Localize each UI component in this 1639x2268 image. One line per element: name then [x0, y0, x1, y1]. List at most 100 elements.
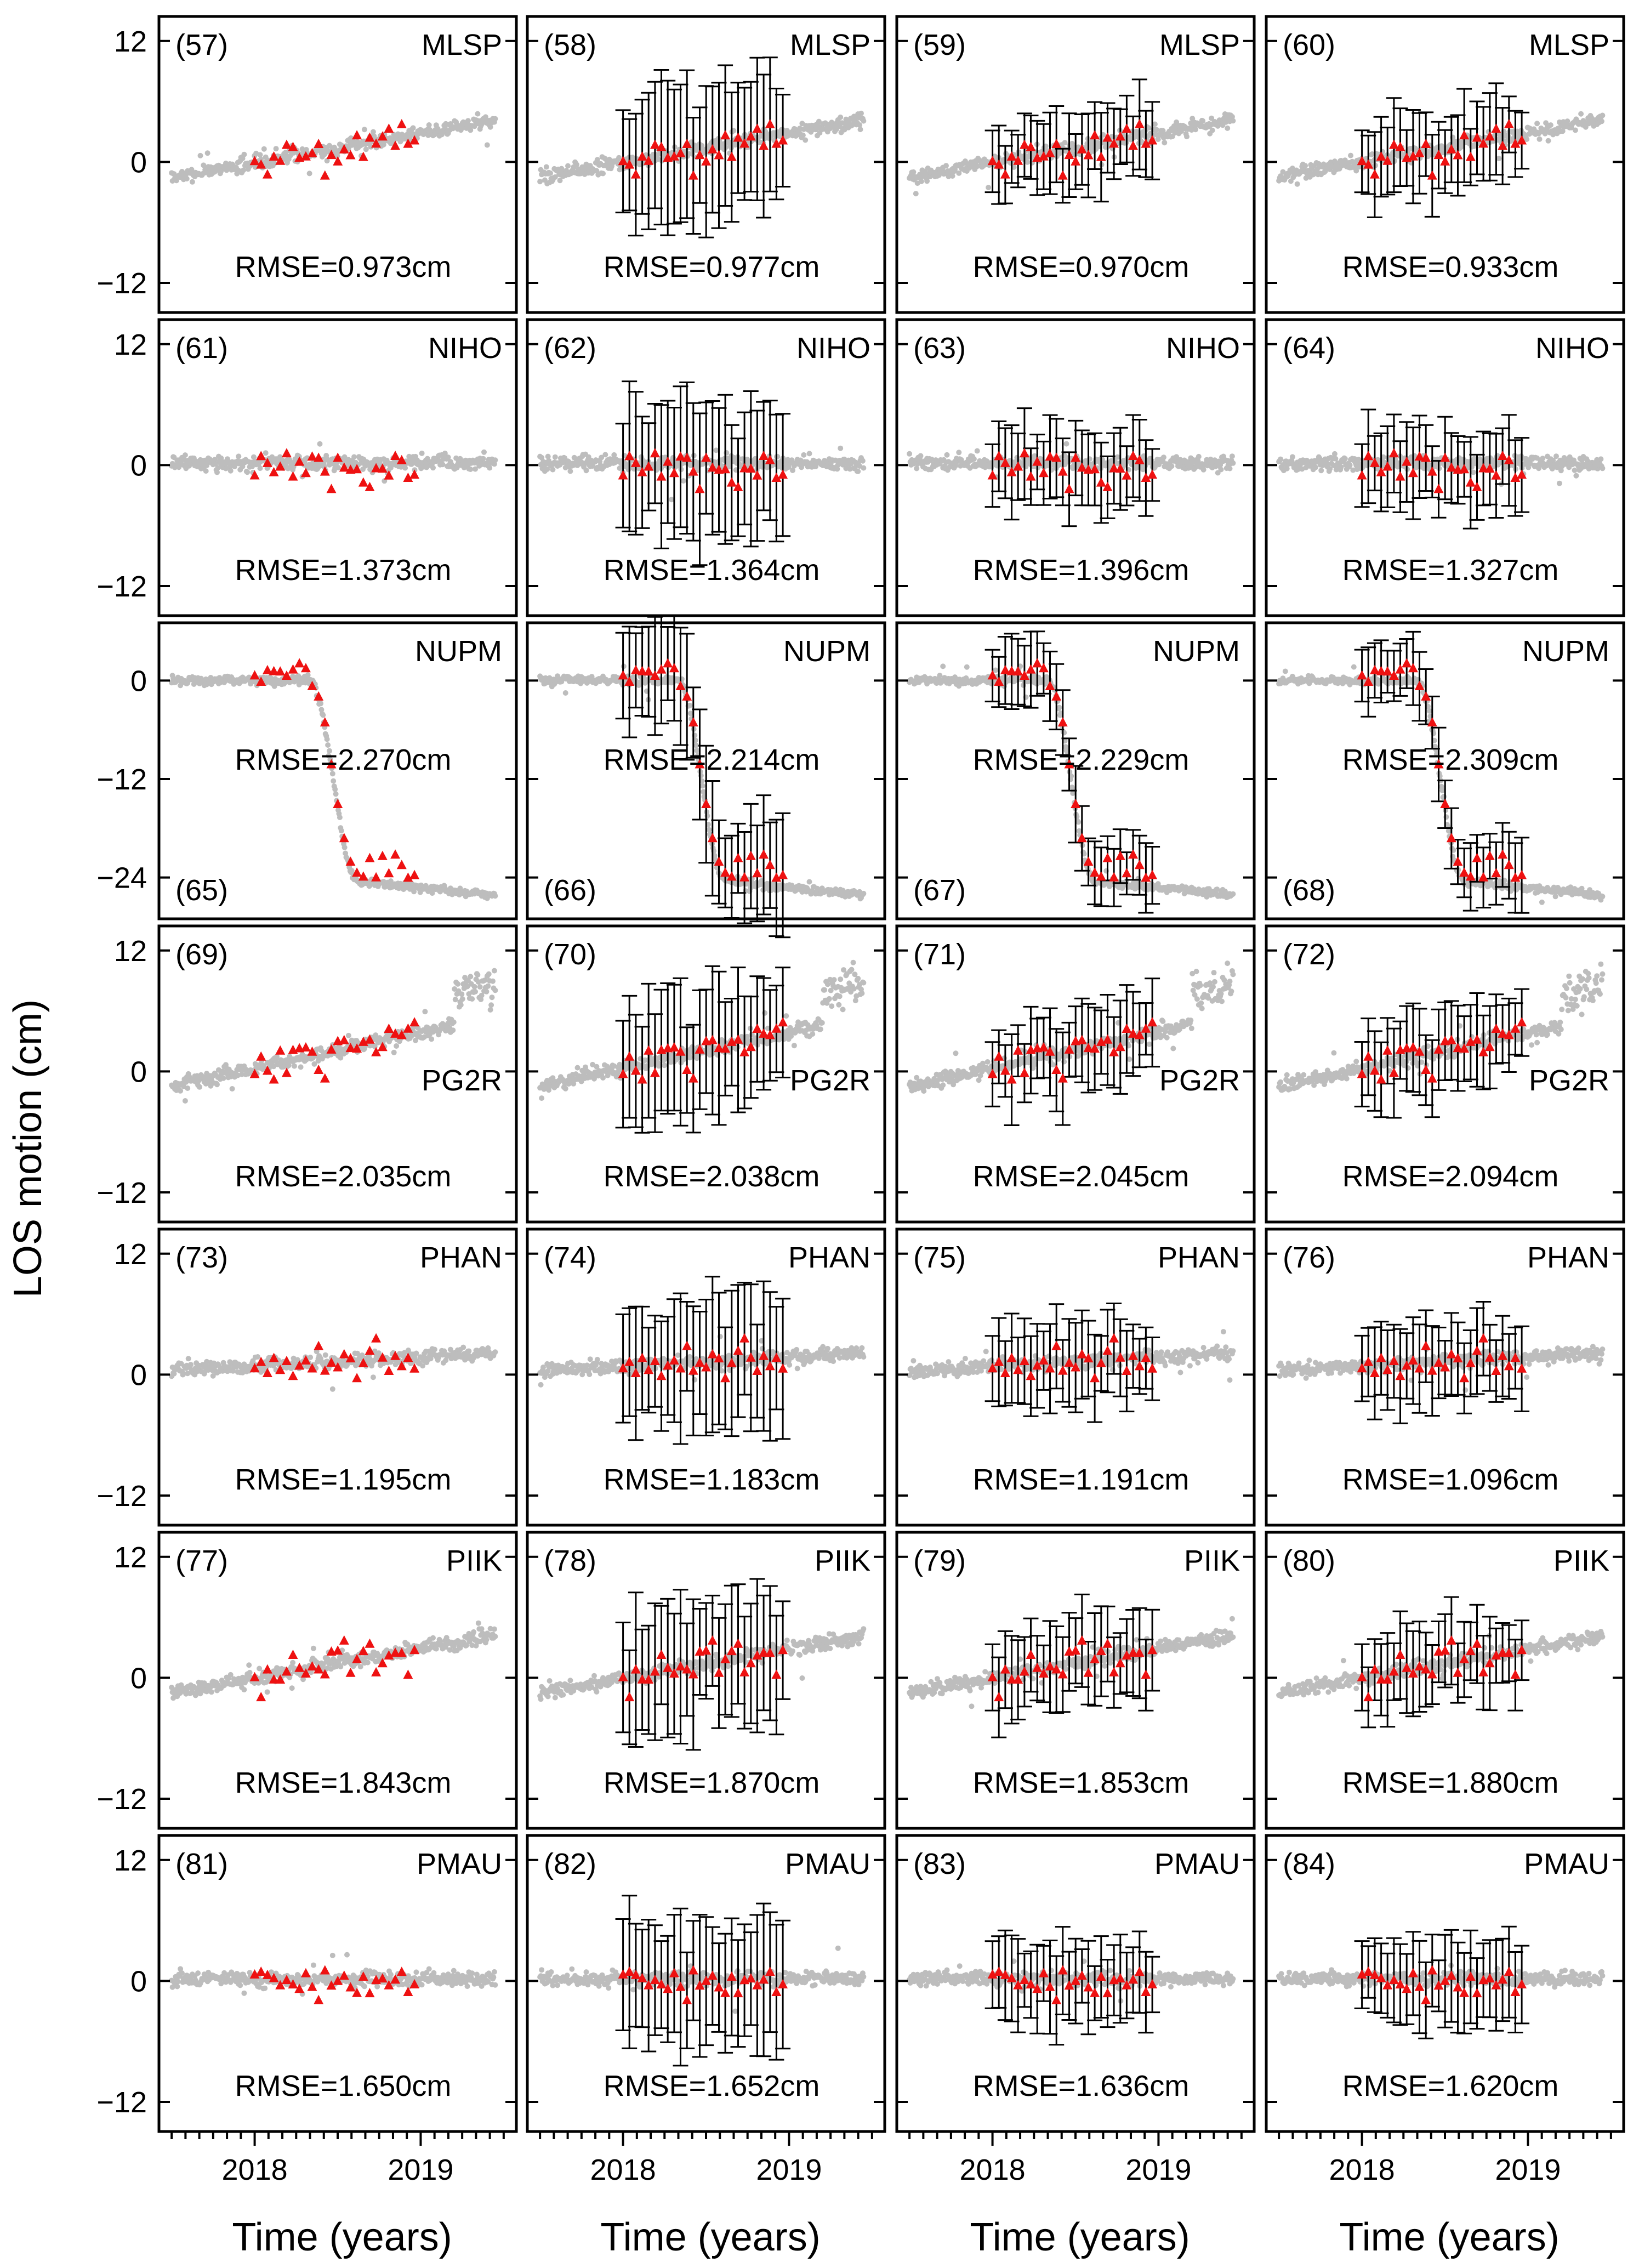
gnss-point: [1152, 121, 1158, 127]
gnss-point: [338, 828, 344, 834]
insar-point: [1395, 471, 1405, 481]
gnss-point: [550, 467, 556, 473]
gnss-point: [1338, 464, 1344, 470]
insar-point: [256, 159, 266, 169]
gnss-point: [327, 143, 332, 149]
insar-point: [637, 151, 647, 161]
insar-point: [695, 484, 705, 493]
gnss-point: [1114, 454, 1120, 460]
insar-point: [1051, 139, 1062, 148]
gnss-point: [257, 465, 263, 471]
insar-point: [644, 155, 654, 165]
insar-point: [300, 151, 311, 161]
gnss-point: [189, 179, 195, 185]
gnss-point: [201, 162, 207, 168]
insar-point: [1465, 477, 1476, 487]
panel: 12 0 −12 (57) MLSP RMSE=0.973cm: [96, 15, 518, 314]
insar-point: [1128, 140, 1139, 150]
gnss-point: [552, 454, 558, 460]
gnss-point: [800, 132, 806, 138]
panel-number: (65): [175, 874, 228, 907]
gnss-point: [331, 778, 337, 784]
insar-point: [618, 156, 628, 166]
gnss-point: [562, 690, 568, 696]
gnss-point: [1313, 464, 1318, 470]
gnss-point: [801, 452, 807, 458]
gnss-point: [332, 786, 338, 792]
insar-point: [701, 156, 712, 166]
gnss-point: [944, 452, 950, 458]
gnss-point: [337, 815, 343, 820]
insar-point: [656, 471, 667, 481]
insar-point: [759, 140, 769, 150]
gnss-point: [803, 137, 809, 143]
gnss-point: [361, 127, 367, 133]
insar-point: [650, 139, 660, 149]
gnss-point: [419, 450, 425, 456]
gnss-point: [189, 167, 195, 173]
insar-point: [624, 159, 635, 169]
insar-point: [262, 169, 272, 179]
gnss-point: [1225, 125, 1231, 131]
gnss-point: [548, 170, 553, 176]
insar-point: [1019, 448, 1029, 458]
gnss-point: [1209, 127, 1215, 133]
gnss-point: [1347, 462, 1353, 468]
gnss-point: [1302, 163, 1308, 169]
gnss-point: [616, 155, 622, 161]
insar-point: [752, 123, 762, 133]
insar-point: [1090, 130, 1100, 140]
gnss-point: [258, 156, 264, 162]
insar-point: [403, 138, 413, 148]
insar-point: [650, 448, 660, 458]
gnss-point: [1536, 136, 1543, 142]
gnss-point: [971, 456, 977, 462]
gnss-point: [440, 462, 446, 468]
insar-point: [1115, 131, 1125, 141]
insar-point: [726, 477, 737, 487]
gnss-point: [1062, 140, 1068, 146]
insar-point: [778, 135, 788, 145]
panel: (59) MLSP RMSE=0.970cm: [895, 15, 1256, 314]
panel-number: (64): [1283, 332, 1335, 365]
gnss-point: [857, 122, 863, 128]
panel: (62) NIHO RMSE=1.364cm: [526, 318, 886, 617]
gnss-point: [241, 151, 247, 157]
gnss-point: [261, 146, 267, 152]
insar-point: [1388, 448, 1399, 458]
gnss-series: [1276, 451, 1606, 487]
gnss-point: [263, 450, 269, 456]
gnss-point: [481, 449, 487, 455]
gnss-point: [273, 146, 279, 152]
insar-point: [733, 132, 743, 142]
station-name: NUPM: [415, 635, 502, 668]
gnss-point: [924, 178, 930, 184]
gnss-point: [857, 127, 863, 133]
station-name: NIHO: [428, 332, 502, 365]
gnss-point: [487, 124, 493, 130]
insar-point: [675, 147, 686, 157]
insar-point: [1147, 469, 1158, 479]
gnss-point: [1369, 151, 1375, 157]
insar-point: [644, 666, 654, 676]
insar-series: [249, 119, 420, 180]
insar-point: [1064, 484, 1074, 493]
insar-point: [333, 156, 343, 166]
gnss-point: [1578, 111, 1584, 117]
gnss-point: [484, 142, 490, 148]
insar-point: [1077, 144, 1087, 154]
gnss-point: [1289, 454, 1295, 460]
gnss-point: [907, 451, 913, 457]
gnss-series: [537, 445, 867, 503]
gnss-point: [567, 468, 573, 474]
insar-point: [390, 451, 401, 460]
gnss-series: [169, 111, 498, 185]
gnss-point: [913, 191, 919, 197]
rmse-label: RMSE=1.373cm: [235, 554, 452, 587]
gnss-point: [1063, 441, 1069, 447]
gnss-point: [956, 450, 962, 456]
y-axis-title: LOS motion (cm): [6, 999, 50, 1298]
gnss-point: [468, 467, 474, 472]
gnss-point: [348, 135, 354, 141]
gnss-point: [241, 167, 246, 173]
